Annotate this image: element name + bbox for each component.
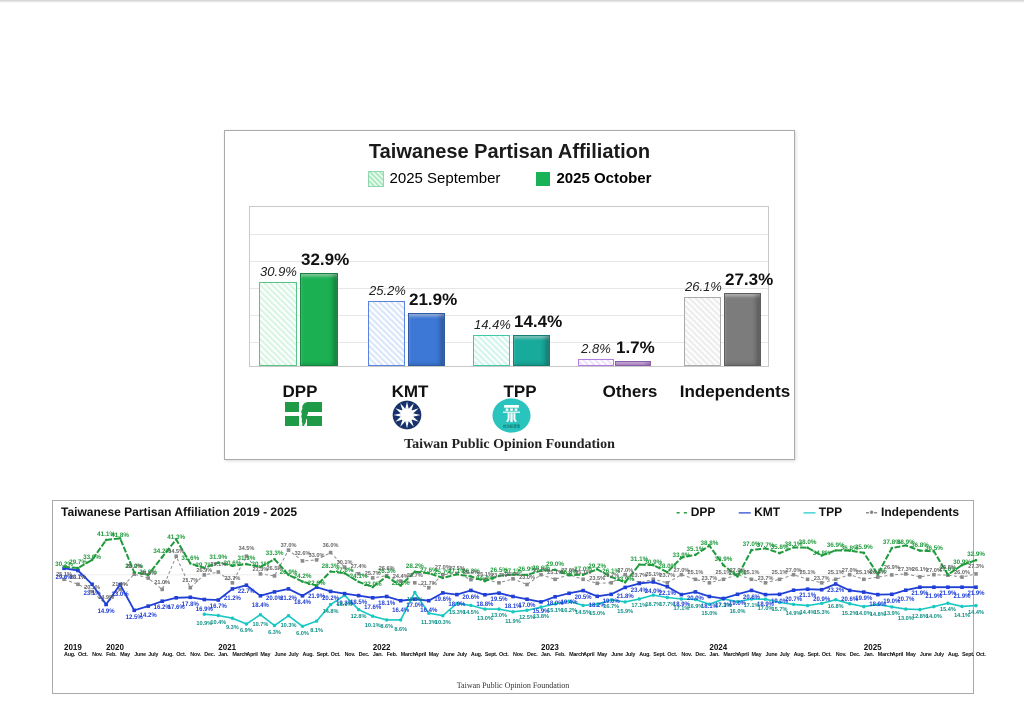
svg-text:台灣民眾黨: 台灣民眾黨 (503, 424, 521, 429)
